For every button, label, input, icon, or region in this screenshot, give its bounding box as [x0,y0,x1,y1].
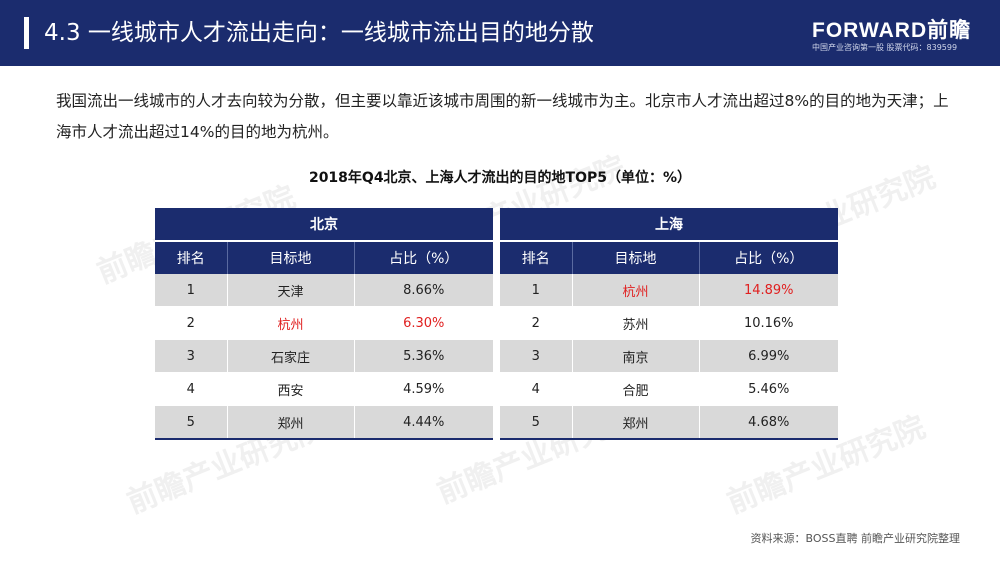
shanghai-header: 上海 [500,208,838,241]
share-cell: 6.99% [698,339,838,373]
share-cell-highlight: 6.30% [353,306,493,340]
destination-cell: 苏州 [571,306,699,340]
share-cell: 4.44% [353,405,493,440]
table-row: 4 西安 4.59% [155,372,493,406]
table-row: 5 郑州 4.68% [500,405,838,440]
rank-cell: 5 [500,405,572,440]
brand-tagline: 中国产业咨询第一股 股票代码：839599 [812,43,958,52]
rank-cell: 3 [500,339,572,373]
rank-cell: 2 [500,306,572,340]
rank-cell: 3 [155,339,227,373]
brand-logo: FORWARD前瞻 [812,19,972,42]
page-title: 4.3 一线城市人才流出走向：一线城市流出目的地分散 [44,20,594,46]
table-row: 2 苏州 10.16% [500,306,838,340]
share-cell: 4.68% [698,405,838,440]
column-header-destination: 目标地 [571,240,699,274]
share-cell: 10.16% [698,306,838,340]
destination-cell: 合肥 [571,372,699,406]
rank-cell: 2 [155,306,227,340]
destination-cell: 天津 [226,274,354,307]
destination-cell-highlight: 杭州 [226,306,354,340]
table-row: 3 南京 6.99% [500,339,838,373]
share-cell: 4.59% [353,372,493,406]
rank-cell: 4 [155,372,227,406]
column-header-rank: 排名 [155,240,227,274]
table-row: 1 杭州 14.89% [500,274,838,307]
share-cell: 5.46% [698,372,838,406]
share-cell: 5.36% [353,339,493,373]
intro-paragraph: 我国流出一线城市的人才去向较为分散，但主要以靠近该城市周围的新一线城市为主。北京… [56,92,949,141]
table-row: 2 杭州 6.30% [155,306,493,340]
destination-cell: 郑州 [226,405,354,440]
source-note: 资料来源：BOSS直聘 前瞻产业研究院整理 [750,532,960,545]
table-row: 3 石家庄 5.36% [155,339,493,373]
column-header-share: 占比（%） [698,240,838,274]
rank-cell: 1 [155,274,227,307]
destination-cell: 西安 [226,372,354,406]
beijing-header: 北京 [155,208,493,241]
destination-cell: 郑州 [571,405,699,440]
table-row: 5 郑州 4.44% [155,405,493,440]
table-title: 2018年Q4北京、上海人才流出的目的地TOP5（单位：%） [308,170,692,186]
header-bar: 4.3 一线城市人才流出走向：一线城市流出目的地分散 FORWARD前瞻 中国产… [0,0,1000,66]
column-header-destination: 目标地 [226,240,354,274]
share-cell: 8.66% [353,274,493,307]
table-row: 1 天津 8.66% [155,274,493,307]
destination-cell-highlight: 杭州 [571,274,699,307]
header-accent-stripe [24,17,29,49]
shanghai-table: 上海 排名 目标地 占比（%） 1 杭州 14.89% 2 苏州 10.16% … [500,208,838,440]
rank-cell: 4 [500,372,572,406]
destination-cell: 石家庄 [226,339,354,373]
rank-cell: 5 [155,405,227,440]
destination-cell: 南京 [571,339,699,373]
rank-cell: 1 [500,274,572,307]
column-header-share: 占比（%） [353,240,493,274]
table-row: 4 合肥 5.46% [500,372,838,406]
column-header-rank: 排名 [500,240,572,274]
share-cell-highlight: 14.89% [698,274,838,307]
beijing-table: 北京 排名 目标地 占比（%） 1 天津 8.66% 2 杭州 6.30% 3 … [155,208,493,440]
